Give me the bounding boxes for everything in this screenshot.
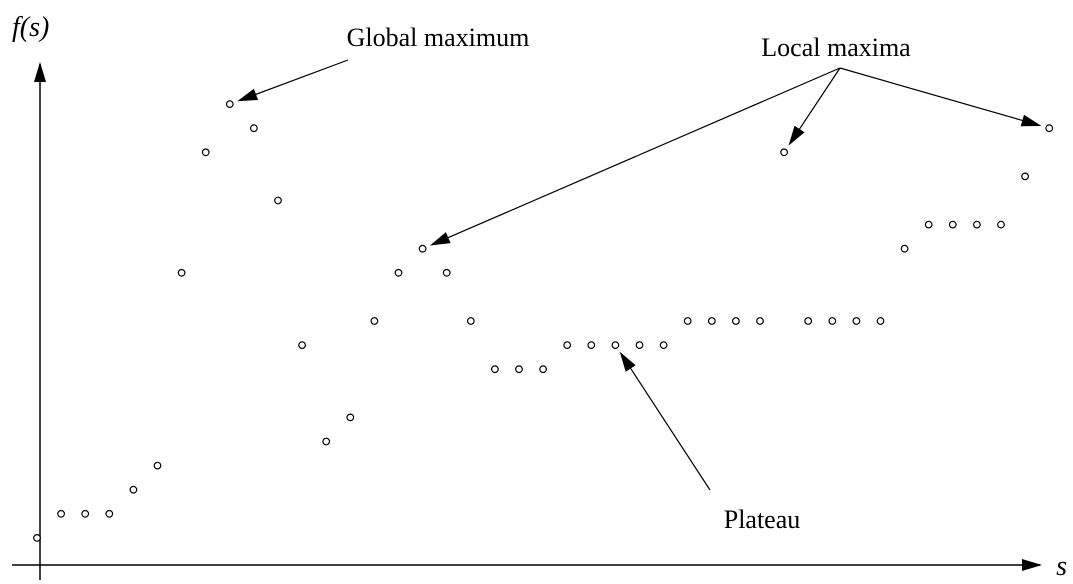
data-point bbox=[418, 244, 427, 253]
data-point bbox=[370, 317, 379, 325]
data-point bbox=[804, 317, 813, 325]
annotation-label: Local maxima bbox=[761, 33, 911, 62]
data-point bbox=[81, 509, 90, 518]
data-point bbox=[249, 124, 258, 133]
data-point bbox=[466, 317, 475, 325]
data-point bbox=[153, 461, 162, 470]
data-point bbox=[129, 485, 138, 494]
data-point bbox=[876, 317, 885, 325]
y-axis-label: f(s) bbox=[12, 12, 49, 43]
data-point bbox=[948, 220, 957, 229]
annotation-arrow bbox=[788, 67, 841, 146]
data-point bbox=[442, 268, 451, 277]
data-point bbox=[322, 437, 331, 446]
data-point bbox=[274, 196, 282, 205]
axes: s f(s) bbox=[12, 12, 1067, 582]
data-point bbox=[57, 509, 65, 518]
annotation-arrow bbox=[839, 67, 1042, 127]
data-point bbox=[611, 341, 620, 350]
data-point bbox=[587, 341, 596, 350]
annotation-arrow bbox=[429, 67, 841, 246]
data-point bbox=[828, 317, 837, 325]
data-point bbox=[924, 220, 933, 229]
data-point bbox=[635, 341, 644, 350]
annotations: Global maximum Local maxima Plateau bbox=[237, 23, 1042, 534]
data-points bbox=[33, 100, 1054, 542]
data-point bbox=[394, 268, 403, 277]
data-point bbox=[732, 317, 740, 325]
data-point bbox=[756, 317, 764, 325]
annotation-label: Global maximum bbox=[347, 23, 530, 52]
annotation-label: Plateau bbox=[724, 505, 801, 534]
data-point bbox=[539, 365, 547, 374]
data-point bbox=[346, 413, 355, 422]
data-point bbox=[515, 365, 523, 374]
data-point bbox=[1045, 124, 1054, 133]
data-point bbox=[707, 317, 716, 325]
data-point bbox=[201, 148, 210, 157]
data-point bbox=[683, 317, 692, 325]
data-point bbox=[852, 317, 861, 325]
data-point bbox=[973, 220, 981, 229]
annotation-arrow bbox=[237, 59, 349, 102]
data-point bbox=[33, 534, 41, 542]
data-point bbox=[225, 100, 234, 108]
data-point bbox=[780, 148, 788, 157]
data-point bbox=[900, 244, 909, 253]
data-point bbox=[997, 220, 1005, 229]
data-point bbox=[1021, 172, 1029, 181]
data-point bbox=[491, 365, 499, 374]
annotation-arrow bbox=[619, 351, 711, 491]
data-point bbox=[105, 509, 114, 518]
data-point bbox=[563, 341, 572, 350]
data-point bbox=[659, 341, 668, 350]
data-point bbox=[298, 341, 307, 350]
data-point bbox=[177, 268, 186, 277]
x-axis-label: s bbox=[1056, 551, 1067, 582]
